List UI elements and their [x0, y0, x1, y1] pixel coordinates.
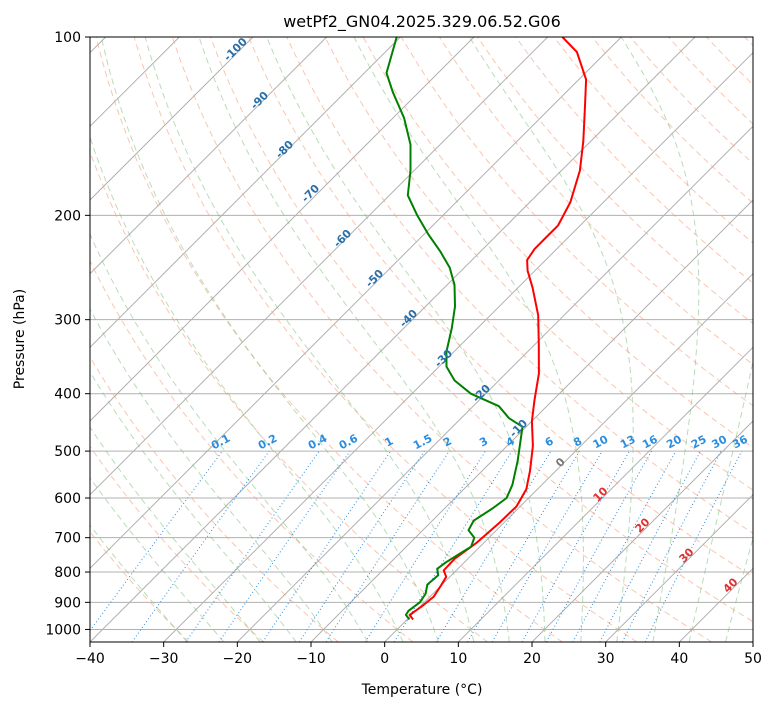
- moist-adiabat--5: [90, 232, 369, 642]
- mixing-ratio-line-0.4: [185, 450, 320, 642]
- dry-adiabat-30: [133, 37, 638, 642]
- isotherm--30: [163, 51, 753, 642]
- isotherm-10: [457, 346, 753, 642]
- mixing-ratio-line-1.5: [298, 450, 425, 642]
- dry-adiabat-40: [171, 37, 712, 642]
- moist-adiabat--30: [90, 524, 188, 642]
- dry-adiabat-70: [286, 37, 753, 534]
- moist-adiabat-45: [725, 536, 753, 642]
- mixing-ratio-line-25: [599, 450, 701, 642]
- moist-adiabat-10: [144, 37, 475, 642]
- moist-adiabat-20: [266, 37, 546, 642]
- isotherm--70: [90, 37, 475, 422]
- x-axis-label: Temperature (°C): [361, 682, 483, 698]
- isotherm--50: [90, 37, 622, 570]
- moist-adiabat-15: [198, 37, 510, 642]
- plot-frame: [89, 36, 754, 643]
- isotherm-20: [531, 420, 753, 642]
- moist-adiabat-50: [762, 37, 775, 642]
- mixing-ratio-line-0.2: [131, 450, 270, 642]
- mixing-ratio-line-30: [621, 450, 722, 642]
- dry-adiabat-60: [248, 37, 753, 578]
- x-tick-label: −20: [223, 651, 253, 667]
- isotherm--60: [90, 37, 549, 496]
- isotherm--40: [90, 37, 696, 642]
- dry-adiabat-130: [515, 37, 753, 284]
- moist-adiabat-25: [353, 37, 584, 642]
- y-tick-label: 700: [54, 531, 81, 547]
- isotherm-30: [605, 493, 753, 642]
- x-tick-label: −40: [75, 651, 105, 667]
- isotherm--100: [90, 37, 254, 201]
- dewpoint-profile: [385, 37, 524, 621]
- mixing-ratio-label: 13: [618, 433, 638, 452]
- chart-title: wetPf2_GN04.2025.329.06.52.G06: [283, 12, 561, 32]
- moist-adiabat-30: [469, 37, 634, 642]
- mixing-ratio-label: 10: [591, 433, 611, 452]
- mixing-ratio-line-1: [262, 450, 392, 642]
- y-tick-label: 300: [54, 313, 81, 329]
- plot-background: [90, 37, 753, 642]
- y-tick-label: 100: [54, 30, 81, 46]
- moist-adiabat-40: [688, 358, 753, 642]
- x-tick-label: 50: [744, 651, 762, 667]
- mixing-ratio-line-36: [644, 450, 743, 642]
- x-tick-label: 30: [597, 651, 615, 667]
- y-tick-label: 500: [54, 444, 81, 460]
- moist-adiabat--20: [90, 426, 261, 642]
- x-tick-label: 40: [670, 651, 688, 667]
- mixing-ratio-label: 16: [640, 433, 660, 452]
- isotherm--80: [90, 37, 401, 349]
- y-tick-label: 400: [54, 387, 81, 403]
- y-axis-label: Pressure (hPa): [12, 289, 28, 389]
- mixing-ratio-line-0.6: [218, 450, 351, 642]
- x-tick-label: 0: [380, 651, 389, 667]
- dry-adiabat-80: [324, 37, 753, 491]
- dry-adiabat-20: [95, 37, 563, 642]
- x-tick-label: −10: [296, 651, 326, 667]
- dry-adiabat--10: [90, 356, 339, 642]
- mixing-ratio-line-2: [325, 450, 450, 642]
- mixing-ratio-label: 36: [730, 433, 750, 452]
- isotherm-50: [752, 641, 753, 642]
- dry-adiabat-0: [90, 259, 414, 642]
- y-tick-label: 900: [54, 595, 81, 611]
- y-tick-label: 1000: [45, 622, 81, 638]
- dry-adiabat-50: [210, 37, 753, 623]
- mixing-ratio-line-4: [393, 450, 513, 642]
- x-tick-label: −30: [149, 651, 179, 667]
- x-tick-label: 10: [449, 651, 467, 667]
- isotherm--20: [236, 125, 753, 642]
- isotherm-0: [384, 272, 753, 642]
- temperature-profile: [408, 37, 588, 621]
- moist-adiabat-0: [90, 135, 404, 642]
- y-tick-label: 800: [54, 565, 81, 581]
- mixing-ratio-label: 20: [664, 433, 684, 452]
- moist-adiabat--25: [90, 476, 225, 642]
- mixing-ratio-label: 30: [710, 433, 730, 452]
- mixing-ratio-line-16: [545, 450, 653, 642]
- y-tick-label: 200: [54, 208, 81, 224]
- dry-adiabat--20: [90, 445, 264, 642]
- isotherm--90: [90, 37, 328, 275]
- moist-adiabat--10: [90, 308, 333, 642]
- mixing-ratio-line-3: [364, 450, 486, 642]
- mixing-ratio-line-20: [572, 450, 677, 642]
- y-tick-label: 600: [54, 491, 81, 507]
- mixing-ratio-label: 25: [689, 433, 709, 452]
- moist-adiabat-35: [620, 37, 700, 642]
- x-tick-label: 20: [523, 651, 541, 667]
- moist-adiabat--15: [90, 370, 297, 642]
